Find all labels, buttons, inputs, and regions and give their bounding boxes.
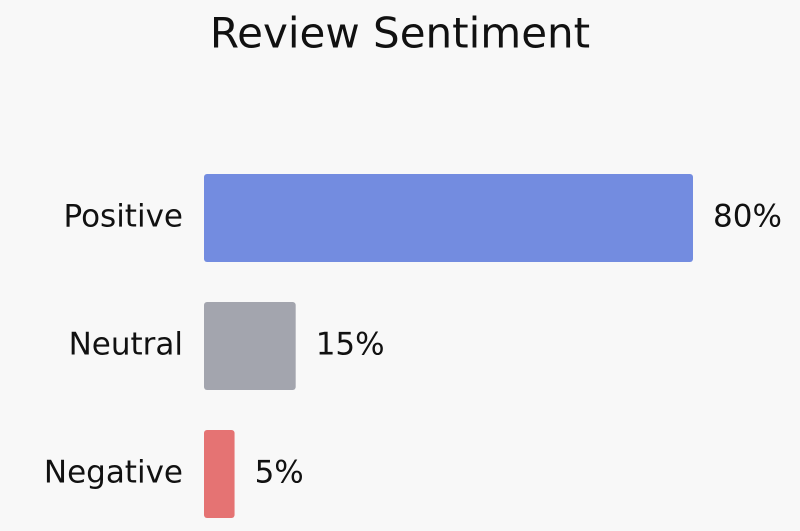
value-label: 5% (255, 455, 304, 491)
category-label: Neutral (69, 327, 183, 363)
category-label: Negative (44, 455, 183, 491)
category-label: Positive (63, 199, 183, 235)
value-label: 80% (713, 199, 782, 235)
bar (204, 430, 235, 518)
chart-title: Review Sentiment (210, 9, 590, 58)
bar (204, 174, 693, 262)
bar (204, 302, 296, 390)
value-label: 15% (316, 327, 385, 363)
